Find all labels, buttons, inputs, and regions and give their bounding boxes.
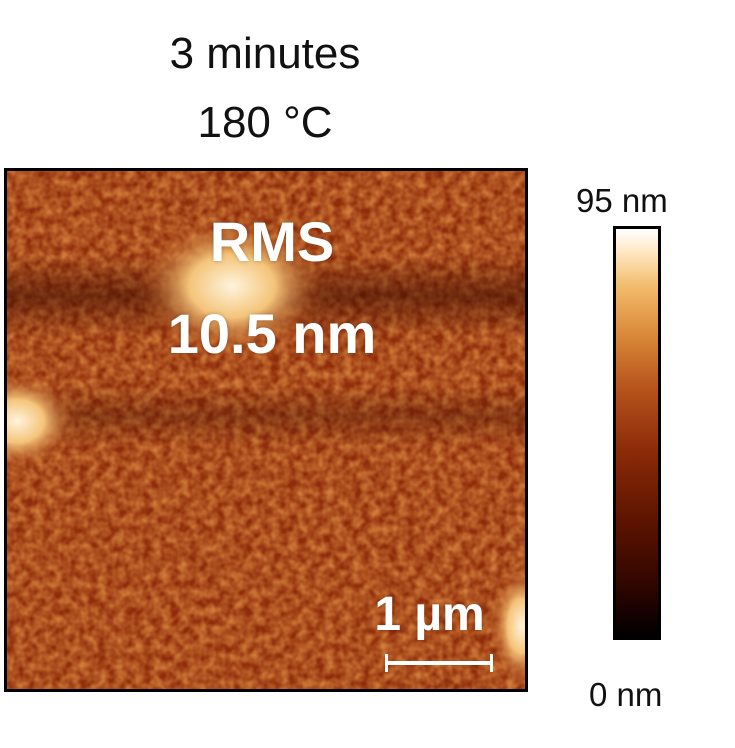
rms-value: 10.5 nm — [167, 302, 377, 365]
afm-image: RMS 10.5 nm 1 µm — [4, 168, 528, 692]
bright-grain-top — [137, 216, 327, 356]
afm-topography — [7, 171, 525, 689]
bright-grain-left — [7, 373, 77, 469]
colorbar-max-label: 95 nm — [576, 182, 668, 219]
title-duration: 3 minutes — [169, 29, 361, 78]
scale-bar — [385, 654, 493, 672]
title-temperature: 180 °C — [197, 98, 333, 147]
rms-label: RMS — [209, 210, 335, 273]
height-colorbar — [613, 226, 661, 640]
bright-grain-right — [490, 566, 525, 686]
scale-bar-label: 1 µm — [374, 588, 485, 641]
colorbar-min-label: 0 nm — [589, 676, 663, 713]
